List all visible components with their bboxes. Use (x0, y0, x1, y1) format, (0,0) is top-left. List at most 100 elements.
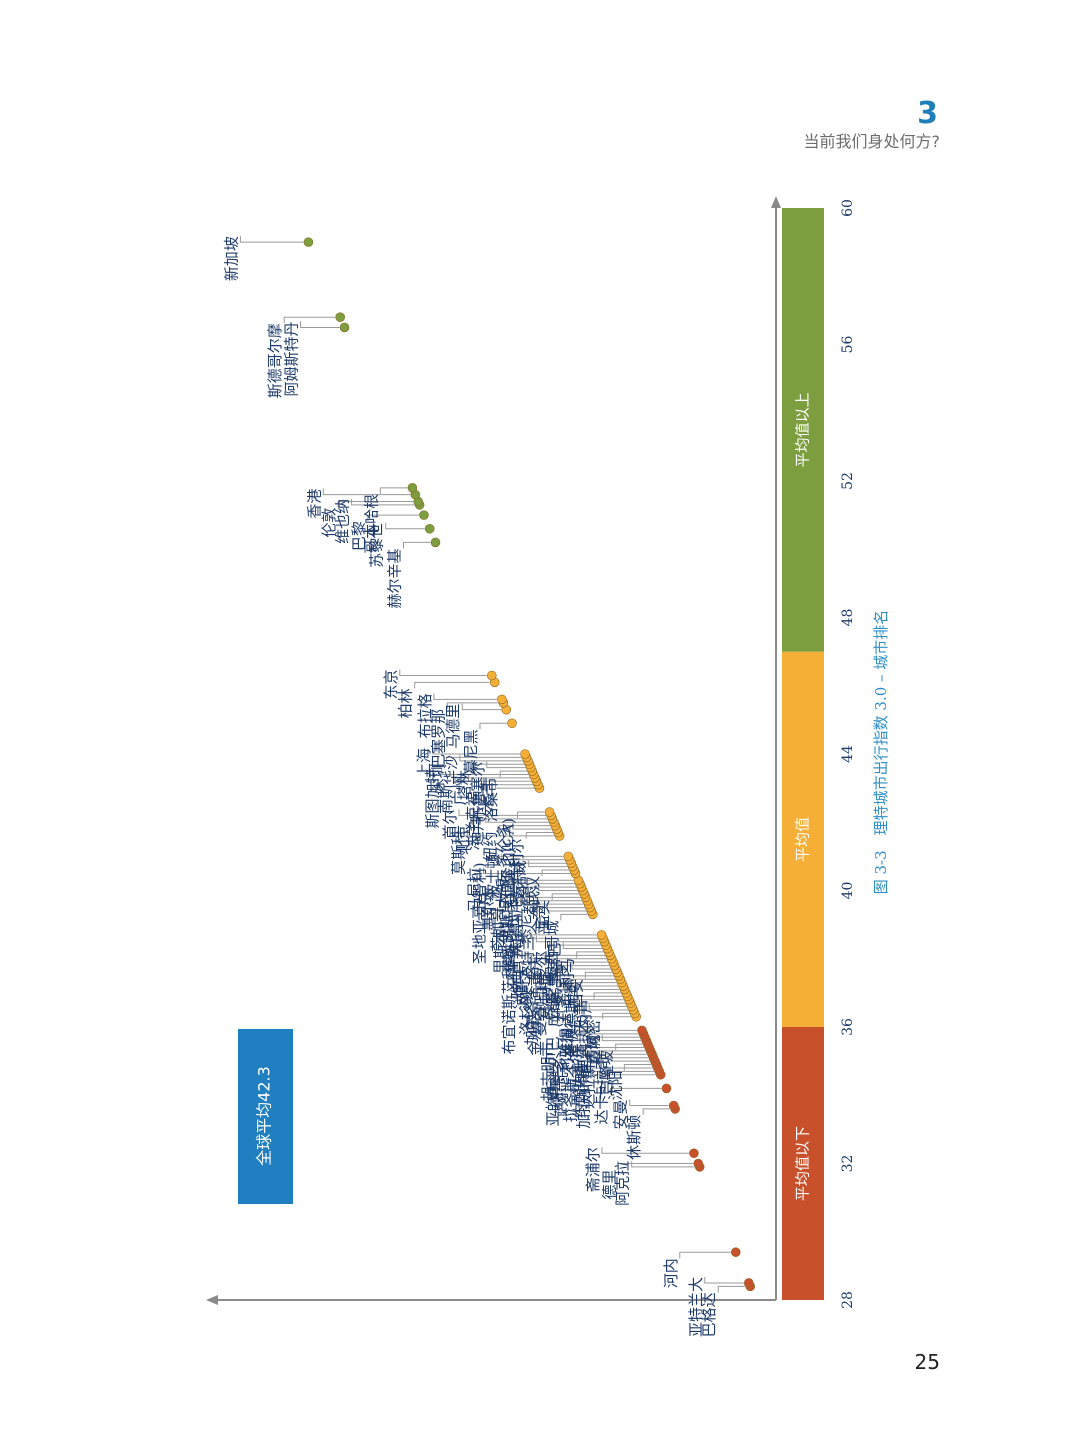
city-label: 布拉格 (416, 693, 434, 738)
city-label: 达拉斯 (579, 1064, 597, 1109)
leader-line (379, 487, 408, 494)
city-label: 芝加哥 (489, 907, 507, 952)
leader-line (566, 985, 619, 993)
leader-line (601, 1147, 689, 1154)
leader-line (602, 1012, 630, 1020)
data-point (637, 1025, 647, 1036)
leader-line (522, 937, 598, 945)
city-label: 斯图加特 (424, 768, 442, 828)
leader-line (576, 951, 604, 958)
data-point (497, 694, 507, 705)
horizontal-axis-arrow (206, 1295, 218, 1305)
leader-line (548, 999, 624, 1006)
city-label: 费城 (584, 1035, 602, 1065)
data-point (693, 1158, 704, 1169)
city-label: 利雅得 (557, 1028, 575, 1073)
city-label: 旧金山(CA) (500, 818, 518, 897)
city-label: 重庆 (527, 956, 545, 986)
city-label: 布宜诺斯艾利斯 (500, 949, 518, 1054)
city-label: 洛桑市 (482, 777, 500, 822)
city-label: 武汉 (524, 876, 542, 906)
data-point (743, 1278, 754, 1288)
city-label: 上海 (415, 748, 433, 778)
leader-line (468, 775, 532, 782)
leader-line (588, 1036, 640, 1044)
data-point (507, 718, 517, 729)
leader-line (583, 1048, 648, 1055)
city-label: 华沙 (442, 755, 460, 785)
city-label: 斯德哥尔摩 (266, 323, 284, 398)
city-label: 首尔 (441, 809, 459, 839)
city-label: 巴格达 (700, 1292, 718, 1337)
leader-line (574, 1027, 639, 1035)
data-point (544, 807, 555, 817)
leader-line (549, 944, 601, 952)
city-label: 卡拉奇 (593, 1055, 611, 1100)
leader-line (717, 1285, 746, 1293)
leader-line (538, 884, 578, 891)
leader-line (517, 811, 545, 819)
city-label: 孟买 (534, 900, 552, 930)
data-point (486, 670, 497, 681)
city-label: 开普敦 (505, 944, 523, 989)
leader-line (499, 770, 528, 778)
leader-line (459, 754, 523, 762)
city-label: 深圳 (428, 763, 446, 793)
leader-line (623, 1064, 652, 1071)
leader-line (560, 913, 588, 921)
city-label: 华盛顿特区 (503, 898, 521, 973)
city-label: 休斯顿 (625, 1115, 643, 1160)
leader-line (367, 514, 419, 522)
city-label: 圣地亚哥(智利) (470, 862, 488, 964)
tick-label: 60 (840, 199, 856, 217)
leader-line (592, 1068, 656, 1076)
leader-line (543, 1010, 632, 1018)
leader-line (562, 942, 603, 950)
city-label: 雅加达 (558, 1013, 576, 1058)
city-label: 苏黎世 (368, 523, 386, 568)
leader-line (558, 965, 610, 972)
leader-line (514, 862, 567, 870)
leader-line (445, 756, 522, 764)
city-label: 斋浦尔 (584, 1147, 602, 1192)
city-label: 加拉加斯 (575, 1069, 593, 1129)
city-label: 纽约 (481, 832, 499, 862)
city-label: 赫尔辛基 (385, 548, 403, 608)
leader-line (481, 784, 533, 791)
data-point (430, 537, 441, 548)
data-point (407, 483, 418, 493)
data-point (730, 1247, 741, 1258)
tick-label: 48 (840, 609, 856, 627)
city-label: 波特兰 (518, 936, 536, 981)
city-label: 柏林 (397, 688, 415, 718)
leader-line (512, 823, 552, 830)
tick-label: 44 (840, 745, 856, 763)
city-label: 拉各斯 (561, 1077, 579, 1122)
chapter-number: 3 (917, 96, 938, 131)
leader-line (511, 877, 575, 885)
tick-label: 52 (840, 472, 856, 490)
page-number: 25 (914, 1350, 940, 1374)
city-label: 安卡拉 (536, 977, 554, 1022)
city-label: 雅典 (509, 970, 527, 1000)
leader-line (487, 855, 564, 863)
city-label: 罗马 (541, 972, 559, 1002)
data-point (339, 322, 350, 333)
city-label: 萨尔瓦多 (553, 1057, 571, 1117)
city-label: 塔林 (455, 770, 473, 800)
city-label: 吉隆坡 (598, 1050, 616, 1095)
leader-line (541, 869, 570, 877)
city-label: 迈阿密 (585, 1019, 603, 1064)
leader-line (584, 971, 613, 979)
leader-line (351, 498, 415, 506)
leader-line (570, 1050, 646, 1057)
leader-line (561, 997, 626, 1004)
leader-line (617, 1163, 694, 1170)
city-label: 汉诺威 (511, 861, 529, 906)
leader-line (588, 1003, 629, 1011)
city-label: 利马 (559, 958, 577, 988)
city-label: 法兰克福 (464, 791, 482, 851)
city-label: 河内 (662, 1258, 680, 1288)
band-1 (782, 651, 824, 1027)
